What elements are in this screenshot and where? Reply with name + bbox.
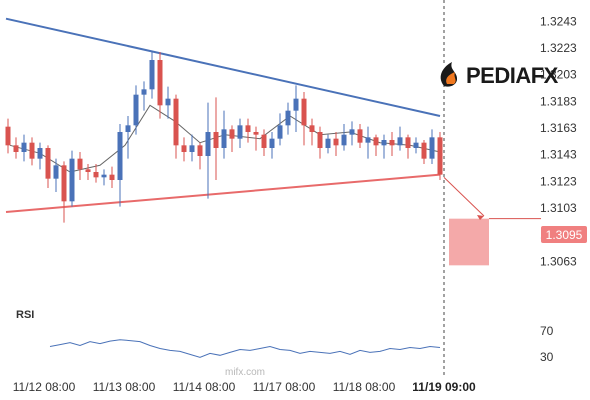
candle: [37, 142, 43, 170]
candle: [173, 94, 179, 159]
candle: [165, 86, 171, 119]
y-tick-label: 1.3103: [540, 201, 577, 215]
lower-trendline: [5, 173, 441, 213]
moving-average-line: [9, 104, 441, 173]
y-tick-label: 1.3163: [540, 121, 577, 135]
candle: [309, 118, 315, 146]
candle: [421, 140, 427, 164]
logo-text: PEDIAFX: [466, 63, 559, 88]
candle: [61, 161, 67, 223]
logo-accent-icon: [446, 72, 456, 84]
candle: [189, 134, 195, 162]
candle: [389, 132, 395, 156]
rsi-line: [49, 339, 441, 358]
candle: [333, 132, 339, 156]
candle: [253, 126, 259, 151]
x-axis: 11/12 08:00 11/13 08:00 11/14 08:00 11/1…: [13, 380, 476, 394]
rsi-panel: [49, 339, 441, 358]
candle: [269, 132, 275, 159]
candle: [133, 85, 139, 135]
candle: [205, 102, 211, 199]
candle: [277, 113, 283, 146]
candle: [349, 121, 355, 146]
candle: [365, 126, 371, 159]
y-tick-label: 1.3063: [540, 254, 577, 268]
y-tick-label: 1.3203: [540, 68, 577, 82]
candle: [69, 150, 75, 207]
target-zone: [449, 218, 489, 266]
x-tick-label: 11/12 08:00: [13, 380, 76, 394]
rsi-level-30: 30: [540, 350, 554, 364]
candle: [197, 142, 203, 170]
candles-layer: [5, 52, 443, 223]
candle: [29, 137, 35, 166]
candle: [245, 118, 251, 143]
candle: [85, 164, 91, 180]
candle: [101, 169, 107, 186]
candle: [109, 166, 115, 188]
rsi-level-70: 70: [540, 324, 554, 338]
y-tick-label: 1.3223: [540, 41, 577, 55]
x-tick-label: 11/18 08:00: [333, 380, 396, 394]
candle: [357, 124, 363, 148]
triangle-upper-trendline: [5, 17, 441, 117]
candle: [157, 52, 163, 119]
candle: [221, 110, 227, 159]
candle: [93, 164, 99, 183]
candle: [285, 102, 291, 135]
current-time-label: 11/19 09:00: [412, 380, 476, 394]
y-tick-label: 1.3123: [540, 174, 577, 188]
candle: [413, 137, 419, 154]
candle: [13, 137, 19, 159]
candle: [213, 97, 219, 180]
candle: [117, 124, 123, 207]
candle: [77, 152, 83, 180]
candle: [381, 134, 387, 159]
candle: [261, 129, 267, 156]
candle: [21, 134, 27, 162]
projection-arrow: [443, 176, 485, 217]
x-tick-label: 11/17 08:00: [253, 380, 316, 394]
candle: [53, 158, 59, 192]
ma-line: [9, 104, 441, 173]
target-price-label: 1.3095: [546, 228, 583, 242]
triangle-lower-trendline: [5, 173, 441, 213]
candle: [181, 137, 187, 162]
candle: [397, 126, 403, 151]
candle: [429, 129, 435, 164]
candle: [341, 124, 347, 151]
candle: [237, 118, 243, 148]
candle: [301, 92, 307, 146]
target-price-tag: 1.3095: [541, 226, 587, 243]
watermark: mifx.com: [225, 367, 265, 378]
x-tick-label: 11/13 08:00: [93, 380, 156, 394]
rsi-label: RSI: [16, 309, 34, 321]
candle: [141, 81, 147, 111]
target-projection: [443, 176, 541, 266]
candle: [437, 132, 443, 180]
candle: [293, 85, 299, 132]
y-tick-label: 1.3243: [540, 14, 577, 28]
candle: [125, 116, 131, 159]
candle: [373, 134, 379, 156]
candle: [405, 134, 411, 159]
y-tick-label: 1.3183: [540, 94, 577, 108]
candle: [45, 145, 51, 188]
candle: [325, 134, 331, 154]
candle: [317, 126, 323, 159]
candle: [149, 52, 155, 99]
y-tick-label: 1.3143: [540, 148, 577, 162]
arrow-head-icon: [477, 215, 484, 220]
upper-trendline: [5, 17, 441, 117]
pediafx-logo: PEDIAFX: [438, 62, 559, 88]
candle: [229, 125, 235, 152]
candle: [5, 118, 11, 154]
x-tick-label: 11/14 08:00: [173, 380, 236, 394]
